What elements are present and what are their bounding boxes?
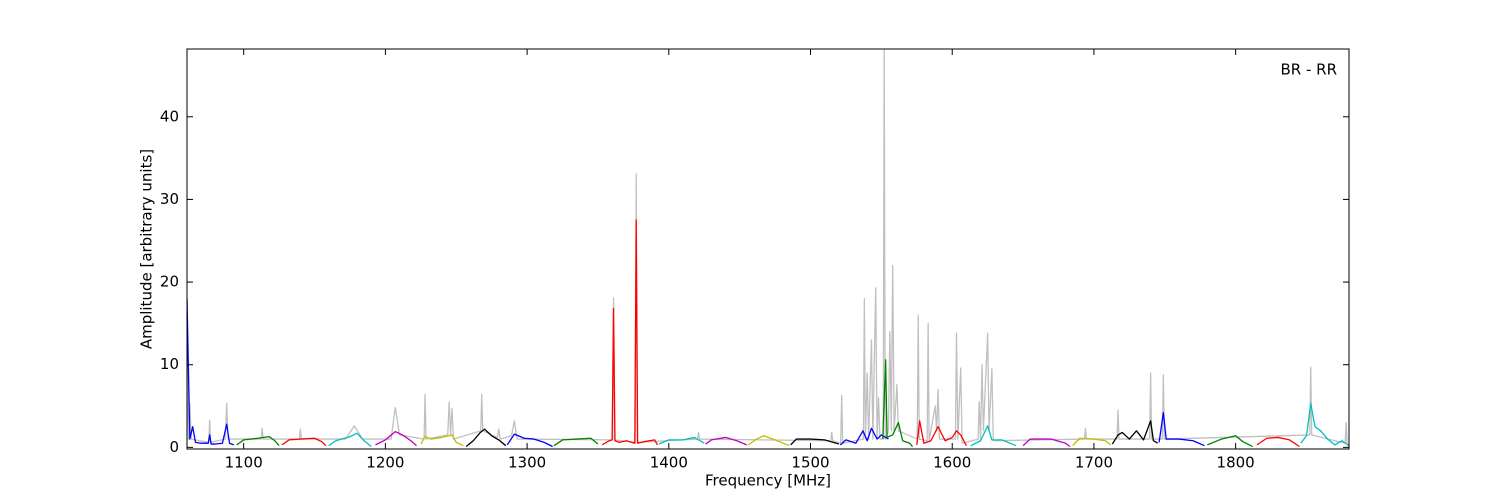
y-tick-label: 30	[160, 190, 179, 208]
x-tick-label: 1600	[933, 454, 971, 472]
x-tick-label: 1800	[1217, 454, 1255, 472]
series-line	[187, 298, 234, 446]
y-tick-label: 40	[160, 107, 179, 125]
series-line	[375, 430, 417, 447]
series-line	[839, 427, 889, 446]
frame	[186, 48, 1350, 450]
series-line	[1022, 438, 1071, 448]
series-line	[553, 437, 599, 447]
y-tick-label: 10	[160, 355, 179, 373]
x-tick-label: 1500	[791, 454, 829, 472]
series-line	[790, 438, 840, 446]
series-line	[465, 428, 507, 448]
series-line	[882, 359, 914, 447]
annotation: BR - RR	[1280, 61, 1337, 79]
x-tick-label: 1700	[1075, 454, 1113, 472]
y-axis-label: Amplitude [arbitrary units]	[138, 149, 156, 349]
series-line	[187, 49, 1348, 445]
series-line	[601, 219, 659, 446]
x-tick-label: 1300	[508, 454, 546, 472]
x-tick-label: 1200	[366, 454, 404, 472]
x-tick-label: 1400	[650, 454, 688, 472]
series-line	[1256, 436, 1300, 448]
series-line	[420, 434, 464, 447]
series-line	[1300, 402, 1349, 447]
series-line	[916, 420, 967, 446]
plot-area	[187, 49, 1349, 448]
x-tick-label: 1100	[225, 454, 263, 472]
y-tick-label: 0	[169, 438, 179, 456]
series-line	[236, 435, 280, 447]
series-line	[328, 432, 372, 448]
series-line	[1111, 420, 1159, 445]
series-line	[705, 436, 747, 446]
series-line	[1158, 411, 1205, 447]
series-line	[281, 437, 327, 447]
series-line	[1072, 437, 1112, 447]
series-line	[658, 436, 705, 445]
series-line	[747, 435, 790, 447]
y-tick-label: 20	[160, 273, 179, 291]
series-line	[1207, 435, 1253, 448]
x-axis-label: Frequency [MHz]	[705, 472, 831, 490]
series-line	[506, 433, 553, 448]
series-line	[970, 425, 1017, 447]
